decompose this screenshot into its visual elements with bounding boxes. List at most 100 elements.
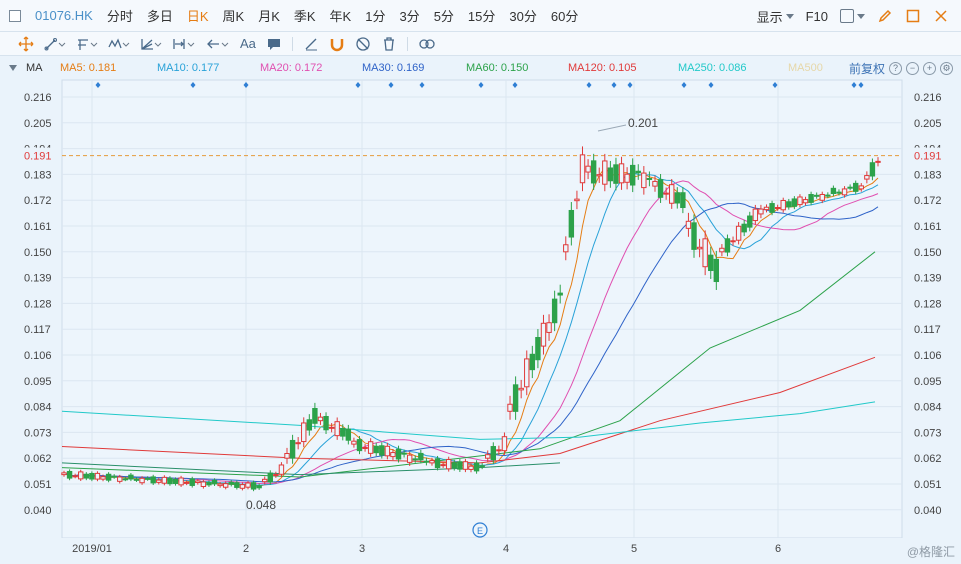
gann-tool[interactable]: [140, 36, 162, 52]
current-price-box-left: [0, 147, 60, 164]
period-tab[interactable]: 日K: [186, 9, 209, 24]
select-checkbox[interactable]: [9, 9, 21, 22]
period-tab[interactable]: 15分: [467, 9, 496, 24]
period-tab[interactable]: 5分: [433, 9, 454, 24]
pencil-icon: [878, 9, 892, 23]
price-tick-right: 0.139: [914, 273, 942, 285]
maximize-button[interactable]: [905, 8, 921, 24]
period-tab[interactable]: 季K: [293, 9, 316, 24]
period-tab[interactable]: 60分: [550, 9, 579, 24]
candle-up: [524, 358, 530, 388]
candle-down: [590, 160, 597, 184]
period-tab[interactable]: 3分: [399, 9, 420, 24]
arrow-tool[interactable]: [206, 36, 230, 52]
range-tool[interactable]: [172, 36, 196, 52]
help-icon[interactable]: ?: [889, 61, 902, 75]
time-label: 5: [631, 543, 637, 555]
period-tab[interactable]: 周K: [222, 9, 245, 24]
price-tick-right: 0.051: [914, 479, 942, 491]
event-dot: [478, 82, 484, 88]
candle-up: [758, 208, 764, 215]
price-axis: 0.2160.2160.2050.2050.1940.1940.1830.183…: [0, 92, 961, 517]
price-tick-left: 0.106: [24, 350, 52, 362]
candle-up: [239, 484, 246, 489]
hide-tool[interactable]: [355, 36, 371, 52]
period-tab[interactable]: 分时: [106, 9, 133, 24]
watermark: @格隆汇: [906, 545, 955, 559]
price-tick-right: 0.073: [914, 427, 942, 439]
range-icon: [173, 38, 195, 49]
candle-up: [440, 464, 446, 467]
drawing-toolbar: Aa: [0, 32, 961, 56]
candle-down: [724, 238, 731, 253]
candle-up: [574, 198, 580, 202]
price-tick-left: 0.073: [24, 427, 52, 439]
hide-icon: [356, 36, 370, 51]
zoom-out-icon[interactable]: −: [906, 61, 919, 75]
candle-up: [496, 449, 502, 452]
price-tick-right: 0.117: [914, 324, 941, 336]
draw-button[interactable]: [877, 8, 893, 24]
candle-up: [200, 481, 207, 487]
candle-down: [66, 470, 73, 479]
line-tool[interactable]: [44, 36, 66, 52]
candle-up: [702, 238, 708, 268]
period-tab[interactable]: 多日: [146, 9, 173, 24]
candle-up: [875, 160, 881, 163]
link-tool[interactable]: [418, 36, 436, 52]
price-tick-right: 0.128: [914, 298, 942, 310]
adjust-dropdown[interactable]: 前复权: [848, 61, 885, 76]
period-tab[interactable]: 年K: [329, 9, 352, 24]
note-tool[interactable]: [266, 36, 282, 52]
period-tab[interactable]: 1分: [365, 9, 386, 24]
candle-up: [624, 173, 630, 183]
candle-up: [161, 476, 168, 484]
collapse-triangle-icon[interactable]: [9, 65, 17, 71]
candle-up: [78, 471, 84, 480]
wave-tool[interactable]: [108, 36, 130, 52]
delete-tool[interactable]: [381, 36, 397, 52]
price-tick-right: 0.084: [914, 402, 942, 414]
candle-down: [89, 472, 95, 480]
period-tab[interactable]: 30分: [509, 9, 537, 24]
price-tick-left: 0.205: [24, 118, 52, 130]
period-tab[interactable]: 月K: [258, 9, 280, 24]
f10-button[interactable]: F10: [806, 9, 828, 24]
zoom-in-icon[interactable]: +: [923, 61, 936, 75]
magnet-tool[interactable]: [329, 36, 345, 52]
candle-down: [133, 478, 140, 481]
crosshair-tool[interactable]: [18, 36, 34, 52]
text-tool[interactable]: Aa: [240, 36, 256, 51]
candle-up: [563, 244, 569, 253]
ma-controls: 前复权 ? − + ⚙: [849, 57, 961, 79]
price-tick-left: 0.095: [24, 376, 52, 388]
eraser-line-tool[interactable]: [303, 36, 319, 52]
event-dot: [708, 82, 714, 88]
ma60-value: MA60: 0.150: [466, 62, 529, 74]
price-tick-left: 0.128: [24, 298, 52, 310]
event-dot: [627, 82, 633, 88]
candle-up: [406, 454, 413, 463]
price-tick-right: 0.106: [914, 350, 942, 362]
candle-down: [418, 452, 424, 461]
candle-up: [61, 472, 67, 476]
display-dropdown[interactable]: 显示: [757, 7, 794, 26]
candle-up: [222, 483, 229, 488]
event-e-label: E: [477, 526, 483, 536]
channel-tool[interactable]: [76, 36, 98, 52]
close-icon: [935, 10, 947, 22]
candle-down: [167, 477, 173, 485]
chevron-down-icon: [857, 13, 865, 19]
layout-dropdown[interactable]: [840, 9, 865, 23]
price-tick-right: 0.205: [914, 118, 942, 130]
price-tick-left: 0.040: [24, 505, 52, 517]
plot-area: [61, 79, 903, 539]
candle-up: [501, 436, 508, 452]
close-button[interactable]: [933, 8, 949, 24]
settings-icon[interactable]: ⚙: [940, 61, 953, 75]
candle-down: [852, 182, 859, 192]
price-tick-left: 0.216: [24, 92, 52, 104]
candle-down: [680, 192, 686, 209]
ma250-line: [61, 401, 876, 440]
